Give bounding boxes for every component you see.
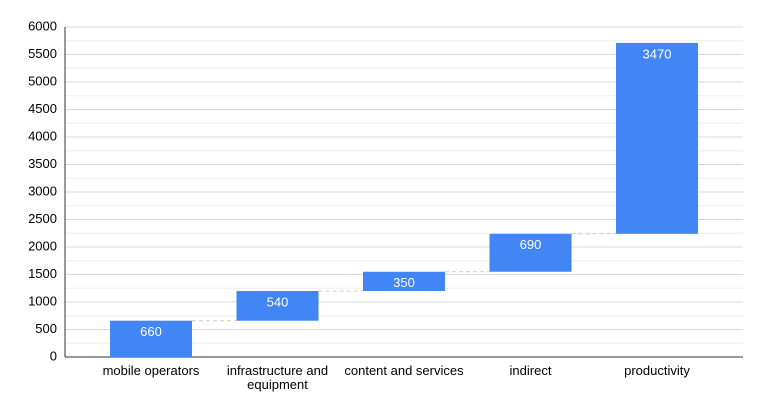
x-tick-label: infrastructure and equipment xyxy=(226,363,329,392)
data-label: 660 xyxy=(140,324,162,339)
bar xyxy=(236,291,319,321)
y-tick-label: 3500 xyxy=(28,156,57,171)
data-label: 3470 xyxy=(643,46,672,61)
data-label: 690 xyxy=(520,237,542,252)
bar xyxy=(489,233,572,272)
y-tick-label: 5000 xyxy=(28,73,57,88)
y-tick-label: 4000 xyxy=(28,128,57,143)
x-tick-label: indirect xyxy=(509,363,552,378)
data-label: 540 xyxy=(267,294,289,309)
y-tick-label: 1000 xyxy=(28,293,57,308)
bar xyxy=(363,271,445,291)
data-label: 350 xyxy=(393,275,415,290)
y-tick-label: 2000 xyxy=(28,238,57,253)
x-tick-label: productivity xyxy=(624,363,690,378)
y-tick-label: 3000 xyxy=(28,183,57,198)
y-tick-label: 0 xyxy=(50,348,57,363)
y-tick-label: 500 xyxy=(35,321,57,336)
bar xyxy=(616,42,698,234)
y-tick-label: 6000 xyxy=(28,18,57,33)
bar xyxy=(110,320,192,357)
y-tick-label: 4500 xyxy=(28,101,57,116)
x-tick-label: content and services xyxy=(344,363,464,378)
x-tick-label: mobile operators xyxy=(102,363,200,378)
y-tick-label: 2500 xyxy=(28,211,57,226)
y-tick-label: 1500 xyxy=(28,266,57,281)
y-tick-label: 5500 xyxy=(28,46,57,61)
